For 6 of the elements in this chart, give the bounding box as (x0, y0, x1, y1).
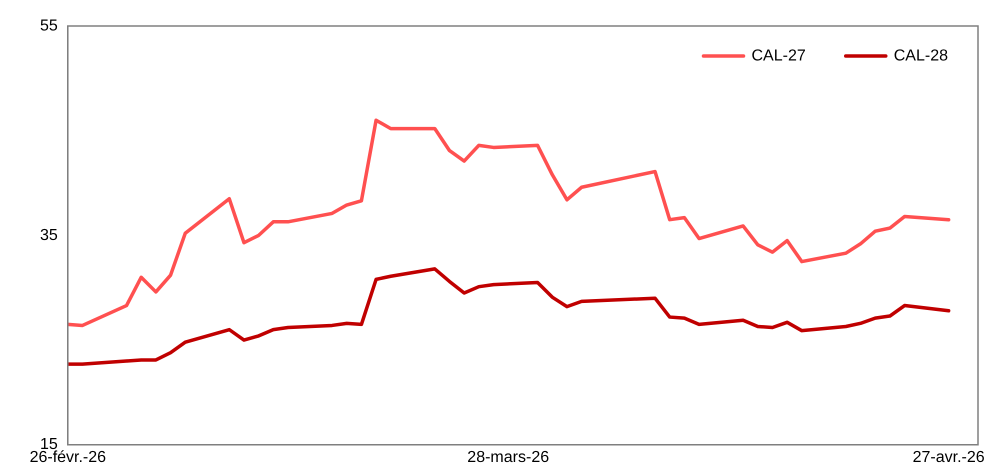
y-tick-label: 35 (40, 226, 58, 244)
x-tick-label: 27-avr.-26 (912, 448, 985, 466)
y-tick-label: 55 (40, 17, 58, 34)
legend-label: CAL-27 (752, 47, 806, 64)
legend-label: CAL-28 (894, 47, 948, 64)
x-tick-label: 28-mars-26 (467, 448, 550, 466)
